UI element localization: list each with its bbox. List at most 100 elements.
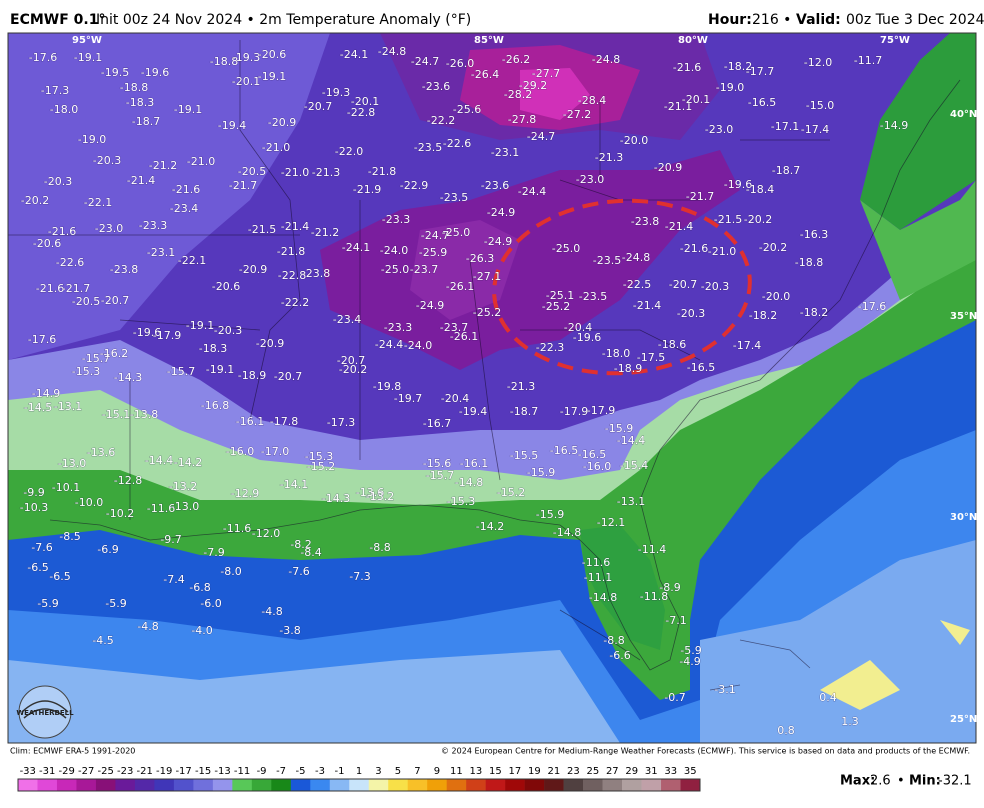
anomaly-label: -16.0 bbox=[583, 460, 611, 473]
anomaly-label: -19.1 bbox=[186, 319, 214, 332]
anomaly-label: -17.4 bbox=[801, 123, 829, 136]
anomaly-label: -20.9 bbox=[239, 263, 267, 276]
anomaly-label: -23.8 bbox=[631, 215, 659, 228]
anomaly-label: -19.7 bbox=[394, 392, 422, 405]
anomaly-label: -17.6 bbox=[28, 333, 56, 346]
anomaly-label: -16.5 bbox=[578, 448, 606, 461]
anomaly-label: -22.9 bbox=[400, 179, 428, 192]
colorbar-tick-label: -17 bbox=[175, 766, 191, 777]
anomaly-label: -14.9 bbox=[880, 119, 908, 132]
map-field bbox=[8, 33, 976, 743]
anomaly-label: -25.0 bbox=[381, 263, 409, 276]
anomaly-label: -18.2 bbox=[800, 306, 828, 319]
anomaly-label: -24.7 bbox=[411, 55, 439, 68]
anomaly-label: -25.9 bbox=[419, 246, 447, 259]
anomaly-label: -15.4 bbox=[620, 459, 648, 472]
map: WEATHERBELL 95°W 85°W 80°W 75°W 40°N 35°N 30°N… bbox=[7, 32, 977, 744]
anomaly-label: -18.6 bbox=[658, 338, 686, 351]
anomaly-label: -15.3 bbox=[305, 450, 333, 463]
colorbar-tick-label: -11 bbox=[234, 766, 250, 777]
colorbar-tick-label: 33 bbox=[664, 766, 677, 777]
anomaly-label: -16.5 bbox=[687, 361, 715, 374]
colorbar-cell bbox=[563, 779, 584, 791]
anomaly-label: -23.1 bbox=[491, 146, 519, 159]
anomaly-label: -14.8 bbox=[455, 476, 483, 489]
anomaly-label: -18.7 bbox=[772, 164, 800, 177]
anomaly-label: -21.4 bbox=[127, 174, 155, 187]
anomaly-label: -22.1 bbox=[178, 254, 206, 267]
anomaly-label: -14.5 bbox=[24, 401, 52, 414]
anomaly-label: -18.2 bbox=[749, 309, 777, 322]
anomaly-label: -15.9 bbox=[536, 508, 564, 521]
anomaly-label: -10.0 bbox=[75, 496, 103, 509]
title: Init 00z 24 Nov 2024 • 2m Temperature An… bbox=[96, 12, 471, 28]
anomaly-label: -26.1 bbox=[450, 330, 478, 343]
colorbar-cell bbox=[446, 779, 467, 791]
anomaly-label: -19.6 bbox=[724, 178, 752, 191]
valid-label: Valid: bbox=[796, 12, 841, 28]
anomaly-label: -6.5 bbox=[49, 570, 70, 583]
anomaly-label: -13.8 bbox=[130, 408, 158, 421]
anomaly-label: -25.2 bbox=[542, 300, 570, 313]
anomaly-label: -23.3 bbox=[382, 213, 410, 226]
anomaly-label: -19.6 bbox=[573, 331, 601, 344]
anomaly-label: -17.1 bbox=[771, 120, 799, 133]
anomaly-label: -8.4 bbox=[300, 546, 321, 559]
anomaly-label: -14.3 bbox=[114, 371, 142, 384]
anomaly-label: -13.0 bbox=[171, 500, 199, 513]
anomaly-label: -17.3 bbox=[41, 84, 69, 97]
anomaly-label: -18.4 bbox=[746, 183, 774, 196]
anomaly-label: -21.4 bbox=[633, 299, 661, 312]
anomaly-label: -12.0 bbox=[804, 56, 832, 69]
colorbar-cell bbox=[134, 779, 155, 791]
anomaly-label: -26.0 bbox=[446, 57, 474, 70]
anomaly-label: -21.6 bbox=[172, 183, 200, 196]
anomaly-label: -14.8 bbox=[589, 591, 617, 604]
grid-label: 80°W bbox=[678, 35, 708, 46]
colorbar-cell bbox=[602, 779, 623, 791]
anomaly-label: -19.1 bbox=[206, 363, 234, 376]
anomaly-label: -21.5 bbox=[714, 213, 742, 226]
anomaly-label: -26.2 bbox=[502, 53, 530, 66]
anomaly-label: -22.8 bbox=[347, 106, 375, 119]
anomaly-label: -8.8 bbox=[369, 541, 390, 554]
anomaly-label: -20.5 bbox=[72, 295, 100, 308]
colorbar-tick-label: 13 bbox=[470, 766, 483, 777]
anomaly-label: -19.0 bbox=[78, 133, 106, 146]
anomaly-label: -20.5 bbox=[238, 165, 266, 178]
anomaly-label: -23.7 bbox=[440, 321, 468, 334]
anomaly-label: -15.9 bbox=[527, 466, 555, 479]
colorbar-tick-label: 27 bbox=[606, 766, 619, 777]
colorbar-cell bbox=[583, 779, 603, 791]
colorbar-cell bbox=[680, 779, 701, 791]
colorbar-tick-label: -31 bbox=[39, 766, 55, 777]
anomaly-label: -18.3 bbox=[199, 342, 227, 355]
anomaly-label: -17.4 bbox=[733, 339, 761, 352]
anomaly-label: -25.0 bbox=[552, 242, 580, 255]
grid-label: 85°W bbox=[474, 35, 504, 46]
anomaly-label: -16.8 bbox=[201, 399, 229, 412]
anomaly-label: -26.3 bbox=[466, 252, 494, 265]
grid-label: 95°W bbox=[72, 35, 102, 46]
anomaly-label: -13.0 bbox=[58, 457, 86, 470]
anomaly-label: -19.5 bbox=[101, 66, 129, 79]
anomaly-label: -27.2 bbox=[563, 108, 591, 121]
anomaly-label: -8.9 bbox=[659, 581, 680, 594]
colorbar-cell bbox=[388, 779, 409, 791]
anomaly-label: -21.4 bbox=[281, 220, 309, 233]
anomaly-label: -21.8 bbox=[368, 165, 396, 178]
anomaly-label: -13.6 bbox=[356, 486, 384, 499]
anomaly-label: -23.7 bbox=[410, 263, 438, 276]
min-label: Min: bbox=[909, 774, 941, 789]
colorbar-tick-label: 29 bbox=[625, 766, 638, 777]
anomaly-label: -27.1 bbox=[473, 270, 501, 283]
max-value: 2.6 bbox=[870, 774, 891, 789]
anomaly-label: -20.0 bbox=[762, 290, 790, 303]
colorbar-tick-label: 31 bbox=[645, 766, 658, 777]
colorbar-cell bbox=[661, 779, 681, 791]
anomaly-label: -20.7 bbox=[337, 354, 365, 367]
anomaly-label: -23.0 bbox=[705, 123, 733, 136]
anomaly-label: -27.7 bbox=[532, 67, 560, 80]
anomaly-label: -28.4 bbox=[578, 94, 606, 107]
anomaly-label: -17.6 bbox=[29, 51, 57, 64]
